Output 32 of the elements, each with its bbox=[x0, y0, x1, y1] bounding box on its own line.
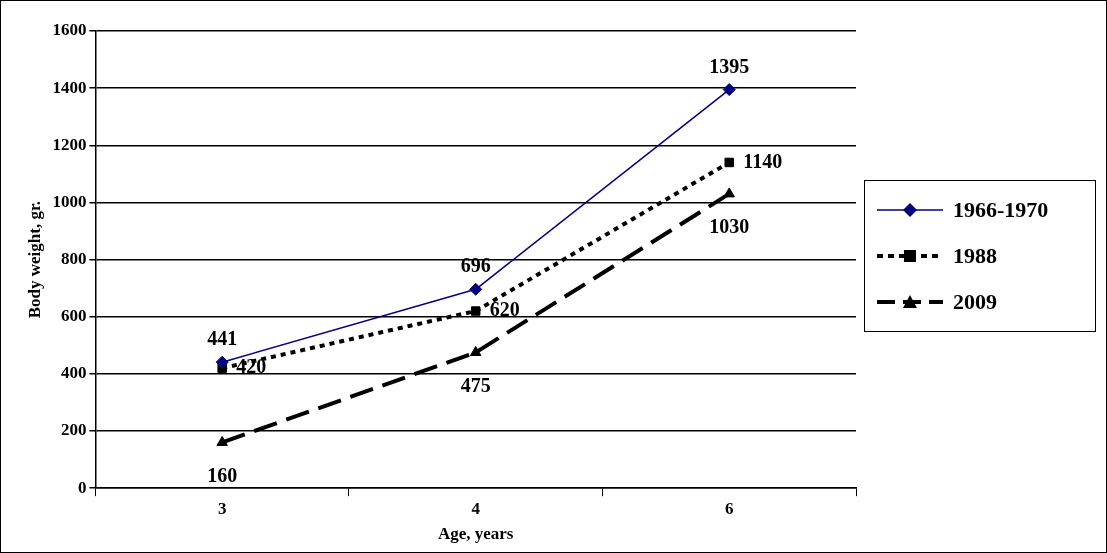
data-label: 475 bbox=[460, 373, 491, 396]
data-label: 1395 bbox=[709, 54, 750, 77]
legend-label: 1966-1970 bbox=[953, 196, 1049, 223]
point bbox=[723, 187, 735, 198]
point bbox=[470, 345, 482, 356]
legend-label: 1988 bbox=[953, 242, 997, 269]
point bbox=[469, 282, 483, 296]
point bbox=[722, 83, 736, 97]
x-axis-title: Age, years bbox=[437, 524, 514, 544]
x-tick-label: 4 bbox=[471, 498, 481, 518]
data-label: 620 bbox=[489, 298, 520, 321]
y-tick-label: 800 bbox=[60, 248, 87, 268]
data-label: 441 bbox=[207, 327, 238, 350]
y-tick-label: 1200 bbox=[52, 134, 87, 154]
data-label: 1030 bbox=[709, 215, 750, 238]
y-tick-label: 1000 bbox=[52, 191, 87, 211]
data-label: 160 bbox=[207, 463, 238, 486]
point bbox=[470, 306, 481, 316]
data-label: 1140 bbox=[743, 149, 783, 172]
y-tick-label: 1400 bbox=[52, 77, 87, 97]
x-tick-label: 6 bbox=[724, 498, 734, 518]
point bbox=[724, 157, 734, 168]
legend-label: 2009 bbox=[953, 288, 997, 315]
y-axis-title: Body weight, gr. bbox=[24, 200, 44, 319]
point bbox=[216, 435, 228, 446]
y-tick-label: 200 bbox=[60, 420, 87, 440]
point bbox=[215, 355, 229, 369]
y-tick-label: 0 bbox=[77, 477, 87, 497]
y-tick-label: 1600 bbox=[52, 20, 87, 40]
y-tick-label: 600 bbox=[60, 306, 87, 326]
y-tick-label: 400 bbox=[60, 363, 87, 383]
x-tick-label: 3 bbox=[217, 498, 227, 518]
